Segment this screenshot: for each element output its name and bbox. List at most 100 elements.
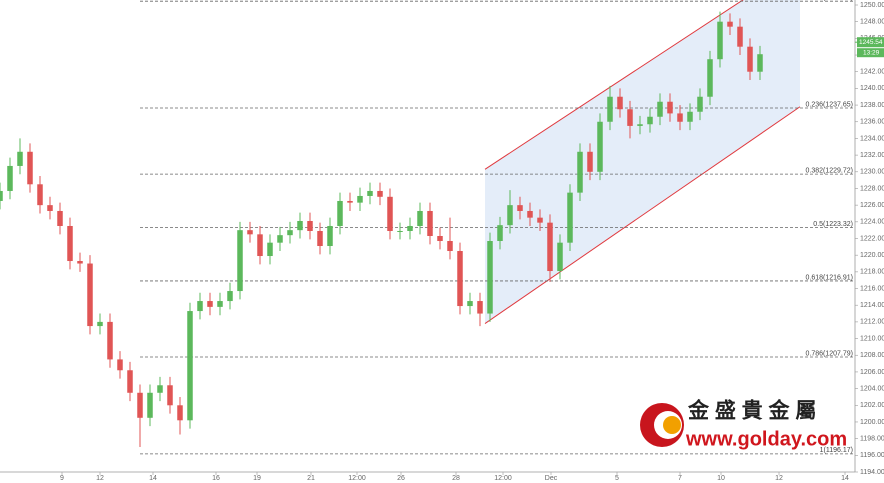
y-tick-label: 1198.00 (860, 435, 884, 442)
x-tick-label: Dec (545, 475, 558, 482)
candle-body (607, 96, 613, 122)
candle-body (717, 21, 723, 60)
candle-body (427, 210, 433, 236)
y-tick-label: 1208.00 (860, 352, 884, 359)
fib-label: 0(1250.46) (819, 0, 853, 2)
x-tick-label: 10 (717, 475, 725, 482)
candle-body (257, 234, 263, 257)
candle-body (617, 96, 623, 110)
last-price-box (857, 37, 884, 48)
candle-body (337, 200, 343, 226)
candle-body (497, 225, 503, 242)
candle-body (757, 54, 763, 72)
candle-body (287, 230, 293, 236)
y-tick-label: 1212.00 (860, 319, 884, 326)
candle-body (267, 242, 273, 257)
candle-body (557, 242, 563, 272)
candle-body (357, 195, 363, 203)
x-tick-label: 14 (149, 475, 157, 482)
x-tick-label: 19 (253, 475, 261, 482)
x-tick-label: 21 (307, 475, 315, 482)
y-tick-label: 1242.00 (860, 69, 884, 76)
candle-body (197, 301, 203, 312)
last-time: 13:29 (863, 49, 880, 56)
candle-body (167, 385, 173, 406)
y-tick-label: 1216.00 (860, 285, 884, 292)
candle-body (537, 217, 543, 223)
candle-body (187, 311, 193, 421)
candle-body (77, 261, 83, 264)
channel-line (484, 106, 801, 324)
candle-body (47, 205, 53, 211)
logo (663, 416, 681, 434)
x-tick-label: 26 (397, 475, 405, 482)
y-tick-label: 1238.00 (860, 102, 884, 109)
candle-body (0, 190, 3, 201)
y-tick-label: 1240.00 (860, 85, 884, 92)
candle-body (67, 225, 73, 262)
candle-body (737, 26, 743, 47)
candle-body (307, 220, 313, 231)
candle-body (207, 301, 213, 307)
y-tick-label: 1230.00 (860, 169, 884, 176)
y-tick-label: 1250.00 (860, 2, 884, 9)
candle-body (137, 392, 143, 418)
candle-body (597, 121, 603, 172)
fib-label: 0.236(1237.65) (806, 101, 853, 108)
y-tick-label: 1228.00 (860, 185, 884, 192)
candle-body (577, 151, 583, 193)
x-tick-label: 12:00 (348, 475, 366, 482)
watermark: 金 盛 貴 金 屬 www.golday.com (640, 399, 847, 450)
fib-label: 1(1196.17) (820, 447, 853, 454)
candle-body (707, 59, 713, 97)
candle-body (217, 301, 223, 307)
candle-body (417, 210, 423, 226)
candle-body (397, 230, 403, 232)
candle-body (477, 301, 483, 314)
y-tick-label: 1236.00 (860, 119, 884, 126)
y-tick-label: 1196.00 (860, 452, 884, 459)
channel-line (484, 0, 744, 170)
candle-body (37, 184, 43, 206)
y-tick-label: 1210.00 (860, 335, 884, 342)
candle-body (747, 46, 753, 72)
last-price: 1245.54 (859, 39, 883, 46)
candle-body (517, 205, 523, 211)
y-tick-label: 1222.00 (860, 235, 884, 242)
channel-area (485, 0, 800, 324)
plot-area (0, 0, 855, 455)
x-tick-label: 12 (775, 475, 783, 482)
candle-body (447, 241, 453, 252)
fib-label: 0.5(1223.32) (813, 221, 853, 228)
candle-body (27, 151, 33, 185)
candle-body (107, 321, 113, 360)
x-tick-label: 12 (96, 475, 104, 482)
candle-body (637, 124, 643, 126)
candle-body (297, 220, 303, 231)
candle-body (97, 321, 103, 327)
y-tick-label: 1226.00 (860, 202, 884, 209)
y-tick-label: 1248.00 (860, 19, 884, 26)
y-tick-label: 1194.00 (860, 469, 884, 476)
y-tick-label: 1220.00 (860, 252, 884, 259)
y-tick-label: 1200.00 (860, 419, 884, 426)
candle-body (547, 222, 553, 272)
candle-body (147, 392, 153, 418)
candle-body (507, 205, 513, 226)
fib-label: 0.786(1207.79) (806, 350, 853, 357)
candle-body (727, 21, 733, 27)
last-time-box (857, 48, 884, 58)
brand-url: www.golday.com (685, 428, 847, 450)
y-tick-label: 1206.00 (860, 369, 884, 376)
candle-body (317, 230, 323, 247)
candle-body (277, 235, 283, 243)
y-tick-label: 1214.00 (860, 302, 884, 309)
candle-body (407, 225, 413, 231)
x-tick-label: 14 (841, 475, 849, 482)
x-tick-label: 12:00 (494, 475, 512, 482)
candle-body (687, 111, 693, 122)
y-tick-label: 1202.00 (860, 402, 884, 409)
fib-label: 0.618(1216.91) (806, 274, 853, 281)
candle-body (327, 225, 333, 247)
